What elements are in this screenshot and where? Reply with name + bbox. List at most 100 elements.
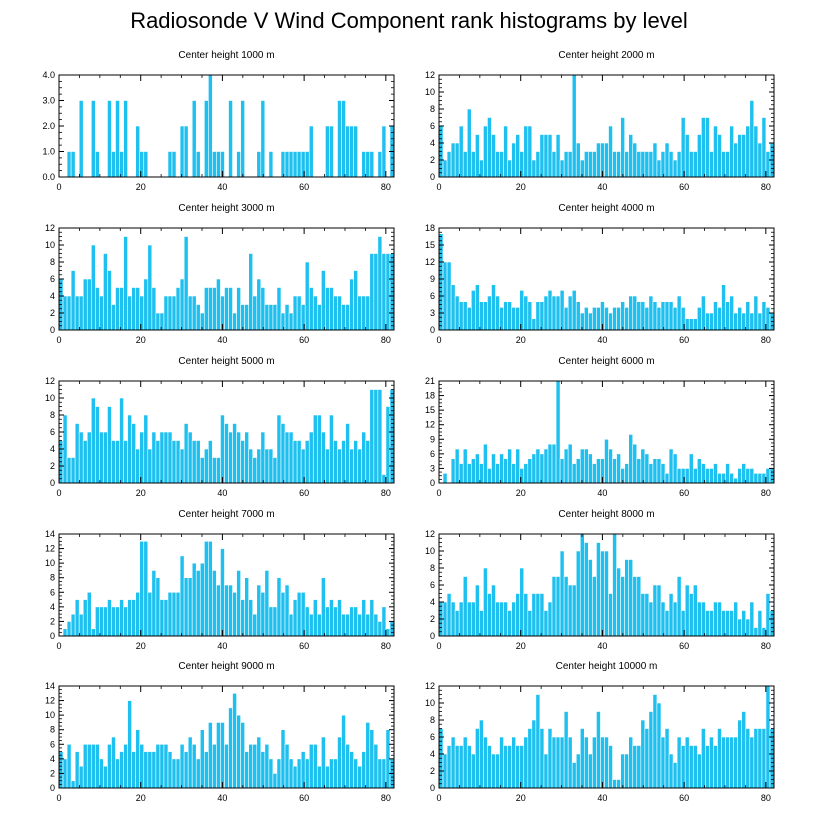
bar xyxy=(527,125,533,178)
bar xyxy=(232,312,237,331)
bar xyxy=(353,606,358,637)
x-tick-label: 20 xyxy=(516,641,526,651)
bar xyxy=(365,151,371,178)
bar xyxy=(684,134,690,178)
bar xyxy=(123,100,128,178)
bar xyxy=(652,584,658,637)
y-tick-label: 6 xyxy=(430,580,435,590)
x-tick-label: 40 xyxy=(217,335,227,345)
bar xyxy=(191,562,197,637)
bar xyxy=(684,468,690,484)
bar xyxy=(195,304,201,331)
bar xyxy=(692,468,698,484)
y-tick-label: 0 xyxy=(430,478,435,488)
bar xyxy=(491,284,496,331)
bar xyxy=(276,414,282,484)
bar xyxy=(491,453,496,484)
bar xyxy=(232,591,237,637)
bar xyxy=(296,151,302,178)
bar xyxy=(563,448,569,484)
bar xyxy=(78,613,84,637)
bar xyxy=(208,287,213,331)
bar xyxy=(171,591,177,637)
bar xyxy=(224,287,229,331)
bar xyxy=(135,729,141,789)
y-tick-label: 21 xyxy=(425,376,435,386)
bar xyxy=(304,261,310,331)
bar xyxy=(66,457,72,484)
bar xyxy=(151,431,157,484)
bar xyxy=(466,601,472,637)
bar xyxy=(676,468,682,484)
bar xyxy=(588,312,593,331)
y-tick-label: 4 xyxy=(430,138,435,148)
bar xyxy=(479,301,484,331)
bar xyxy=(321,431,326,484)
bar xyxy=(705,745,710,789)
y-tick-label: 4 xyxy=(430,749,435,759)
bar xyxy=(377,621,383,637)
bar xyxy=(515,593,521,637)
y-tick-label: 3.0 xyxy=(42,96,55,106)
bar xyxy=(588,453,593,484)
bar xyxy=(616,453,621,484)
bar xyxy=(240,440,245,484)
bar xyxy=(616,779,621,789)
bar xyxy=(155,312,161,331)
bar xyxy=(212,151,217,178)
bar xyxy=(131,751,136,789)
bar xyxy=(745,468,751,484)
bar xyxy=(761,472,767,484)
bar xyxy=(680,117,686,178)
bar xyxy=(664,728,670,789)
bar xyxy=(741,711,747,789)
bar xyxy=(357,765,363,789)
bar xyxy=(139,540,145,637)
bar xyxy=(458,601,464,637)
bar xyxy=(604,736,609,789)
bar xyxy=(535,593,541,637)
bar xyxy=(337,448,342,484)
bar xyxy=(701,295,706,331)
panel-title: Center height 10000 m xyxy=(556,661,658,672)
bar xyxy=(511,142,516,178)
bar xyxy=(523,125,529,178)
bar xyxy=(507,159,512,178)
bar xyxy=(620,576,625,637)
bar xyxy=(312,295,318,331)
bar xyxy=(300,591,306,637)
bar xyxy=(523,463,529,484)
x-tick-label: 20 xyxy=(136,641,146,651)
bar xyxy=(612,151,617,178)
y-tick-label: 10 xyxy=(45,393,55,403)
bar xyxy=(462,576,468,637)
bar xyxy=(175,440,181,484)
bar xyxy=(167,431,173,484)
bar xyxy=(329,125,334,178)
bar xyxy=(103,253,108,331)
x-tick-label: 0 xyxy=(56,793,61,803)
y-tick-label: 2 xyxy=(430,155,435,165)
y-tick-label: 6 xyxy=(430,449,435,459)
bar xyxy=(143,278,149,331)
bar xyxy=(450,736,456,789)
bar xyxy=(616,151,621,178)
bar xyxy=(688,318,694,331)
bar xyxy=(575,550,581,637)
bar xyxy=(636,458,642,484)
bar xyxy=(361,295,367,331)
bar xyxy=(357,448,363,484)
bar xyxy=(527,458,533,484)
y-tick-label: 18 xyxy=(425,223,435,233)
bar xyxy=(600,736,605,789)
bar xyxy=(551,151,557,178)
bar xyxy=(139,743,145,789)
bar xyxy=(543,134,549,178)
bar xyxy=(668,753,674,789)
bar xyxy=(86,431,92,484)
x-tick-label: 60 xyxy=(299,793,309,803)
bar xyxy=(596,142,601,178)
bar xyxy=(713,601,718,637)
bar xyxy=(446,745,452,789)
panel-3: Center height 3000 m 0 2 4 6 8 10 12 0 20 40 60 80 xyxy=(45,203,395,345)
